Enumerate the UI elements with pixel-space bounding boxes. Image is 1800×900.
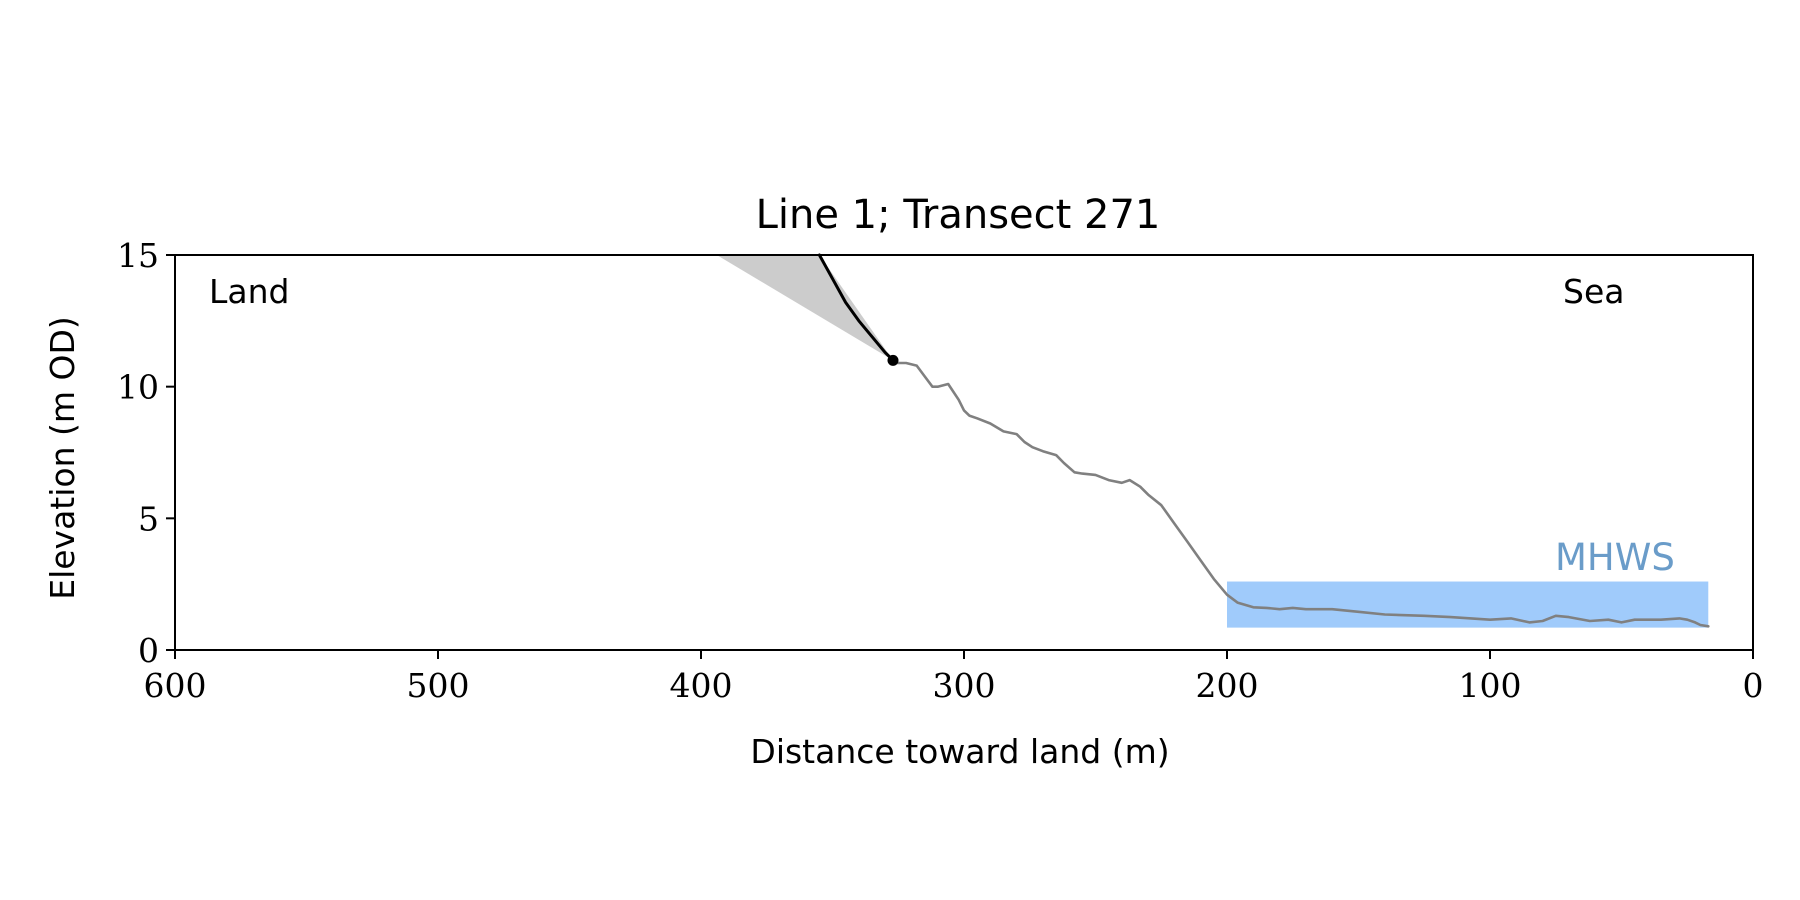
x-tick-label: 200 xyxy=(1196,666,1259,705)
axes: 600 500 400 300 200 100 0 0 5 10 15 xyxy=(117,236,1764,705)
profile-line xyxy=(891,361,1710,628)
x-tick-label: 0 xyxy=(1743,666,1764,705)
x-axis-label: Distance toward land (m) xyxy=(750,732,1169,771)
cliff-line xyxy=(817,253,895,362)
y-tick-label: 10 xyxy=(117,368,159,407)
y-axis-label: Elevation (m OD) xyxy=(43,316,82,600)
y-tick-label: 0 xyxy=(138,631,159,670)
y-tick-label: 5 xyxy=(138,499,159,538)
x-tick-label: 500 xyxy=(407,666,470,705)
plot-area xyxy=(716,253,1710,628)
x-tick-label: 300 xyxy=(933,666,996,705)
chart-title: Line 1; Transect 271 xyxy=(756,192,1161,238)
x-tick-label: 100 xyxy=(1459,666,1522,705)
x-tick-label: 400 xyxy=(670,666,733,705)
cliff-top-marker xyxy=(887,354,899,366)
y-tick-label: 15 xyxy=(117,236,159,275)
x-tick-label: 600 xyxy=(144,666,207,705)
sea-label: Sea xyxy=(1563,272,1624,311)
land-label: Land xyxy=(209,272,289,311)
mhws-label: MHWS xyxy=(1555,536,1675,579)
retreat-wedge xyxy=(716,255,893,361)
